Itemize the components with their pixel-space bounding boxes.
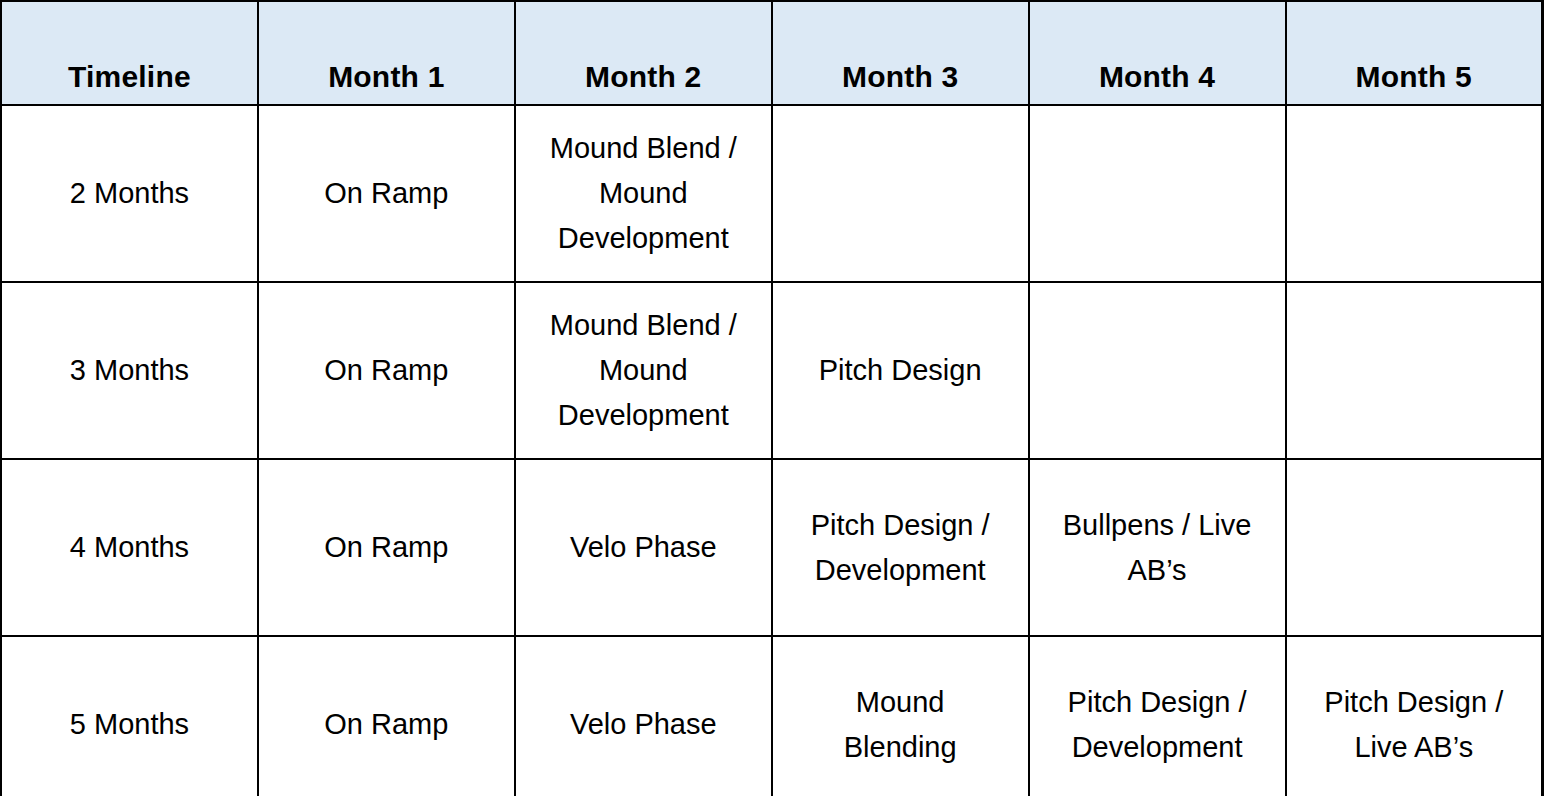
cell-3months-month-5 (1286, 282, 1543, 459)
cell-5months-month-2: Velo Phase (515, 636, 772, 796)
header-cell-month-4: Month 4 (1029, 1, 1286, 105)
cell-4months-timeline: 4 Months (1, 459, 258, 636)
cell-2months-month-5 (1286, 105, 1543, 282)
header-cell-month-2: Month 2 (515, 1, 772, 105)
cell-4months-month-4: Bullpens / Live AB’s (1029, 459, 1286, 636)
cell-2months-timeline: 2 Months (1, 105, 258, 282)
cell-4months-month-2: Velo Phase (515, 459, 772, 636)
cell-3months-month-3: Pitch Design (772, 282, 1029, 459)
header-cell-month-3: Month 3 (772, 1, 1029, 105)
cell-4months-month-5 (1286, 459, 1543, 636)
cell-4months-month-1: On Ramp (258, 459, 515, 636)
cell-3months-month-2: Mound Blend / Mound Development (515, 282, 772, 459)
cell-3months-timeline: 3 Months (1, 282, 258, 459)
table-body: 2 Months On Ramp Mound Blend / Mound Dev… (1, 105, 1543, 796)
cell-5months-month-1: On Ramp (258, 636, 515, 796)
row-4-months: 4 Months On Ramp Velo Phase Pitch Design… (1, 459, 1543, 636)
cell-5months-month-4: Pitch Design / Development (1029, 636, 1286, 796)
cell-5months-timeline: 5 Months (1, 636, 258, 796)
row-3-months: 3 Months On Ramp Mound Blend / Mound Dev… (1, 282, 1543, 459)
training-timeline-table: Timeline Month 1 Month 2 Month 3 Month 4… (0, 0, 1544, 796)
header-cell-month-5: Month 5 (1286, 1, 1543, 105)
cell-3months-month-4 (1029, 282, 1286, 459)
header-row: Timeline Month 1 Month 2 Month 3 Month 4… (1, 1, 1543, 105)
table-header: Timeline Month 1 Month 2 Month 3 Month 4… (1, 1, 1543, 105)
row-2-months: 2 Months On Ramp Mound Blend / Mound Dev… (1, 105, 1543, 282)
cell-2months-month-3 (772, 105, 1029, 282)
cell-5months-month-5: Pitch Design / Live AB’s (1286, 636, 1543, 796)
cell-3months-month-1: On Ramp (258, 282, 515, 459)
cell-5months-month-3: Mound Blending (772, 636, 1029, 796)
cell-4months-month-3: Pitch Design / Development (772, 459, 1029, 636)
cell-2months-month-4 (1029, 105, 1286, 282)
header-cell-month-1: Month 1 (258, 1, 515, 105)
row-5-months: 5 Months On Ramp Velo Phase Mound Blendi… (1, 636, 1543, 796)
cell-2months-month-2: Mound Blend / Mound Development (515, 105, 772, 282)
cell-2months-month-1: On Ramp (258, 105, 515, 282)
header-cell-timeline: Timeline (1, 1, 258, 105)
